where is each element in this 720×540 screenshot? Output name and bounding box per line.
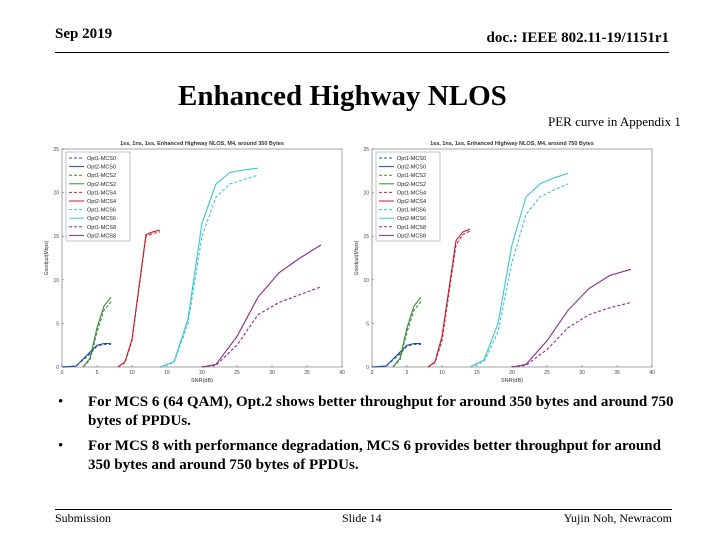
x-tick-label: 5 <box>406 370 409 376</box>
footer-submission: Submission <box>55 511 112 525</box>
series-line-opt2-mcs8 <box>201 244 322 368</box>
series-line-opt1-mcs8 <box>201 286 322 368</box>
x-tick-label: 20 <box>199 370 205 376</box>
legend-label: Opt2-MCS0 <box>397 165 426 171</box>
x-tick-label: 15 <box>474 370 480 376</box>
legend-label: Opt2-MCS2 <box>87 182 116 188</box>
x-tick-label: 10 <box>439 370 445 376</box>
legend-label: Opt1-MCS0 <box>87 156 116 162</box>
x-axis-label: SNR(dB) <box>191 378 213 384</box>
series-line-opt1-mcs2 <box>82 301 112 368</box>
legend-label: Opt2-MCS6 <box>397 216 426 222</box>
chart-title: 1ss, 1ns, 1ss, Enhanced Highway NLOS, M4… <box>430 141 594 147</box>
chart-350-bytes: 1ss, 1ns, 1ss, Enhanced Highway NLOS, M4… <box>42 135 352 385</box>
y-tick-label: 5 <box>366 321 369 327</box>
legend-label: Opt1-MCS6 <box>87 208 116 214</box>
header-doc-id: doc.: IEEE 802.11-19/1151r1 <box>486 30 669 46</box>
series-line-opt2-mcs0 <box>61 342 111 368</box>
x-tick-label: 30 <box>579 370 585 376</box>
legend-label: Opt1-MCS0 <box>397 156 426 162</box>
legend-label: Opt2-MCS4 <box>87 199 116 205</box>
legend-label: Opt1-MCS2 <box>397 173 426 179</box>
legend-label: Opt1-MCS4 <box>397 190 426 196</box>
bullet-item: • For MCS 6 (64 QAM), Opt.2 shows better… <box>58 393 678 431</box>
legend-label: Opt1-MCS6 <box>397 208 426 214</box>
legend-label: Opt2-MCS0 <box>87 165 116 171</box>
bullet-text: For MCS 8 with performance degradation, … <box>88 438 661 473</box>
y-tick-label: 20 <box>53 191 59 197</box>
footer-author: Yujin Noh, Newracom <box>563 511 672 525</box>
x-tick-label: 20 <box>509 370 515 376</box>
x-axis-label: SNR(dB) <box>501 378 523 384</box>
series-line-opt2-mcs4 <box>117 229 161 368</box>
legend-label: Opt1-MCS8 <box>87 225 116 231</box>
appendix-note: PER curve in Appendix 1 <box>548 114 681 129</box>
bullet-text: For MCS 6 (64 QAM), Opt.2 shows better t… <box>88 394 674 429</box>
legend-label: Opt1-MCS4 <box>87 190 116 196</box>
y-axis-label: Goodput(Mbps) <box>44 240 50 275</box>
x-tick-label: 5 <box>96 370 99 376</box>
series-line-opt2-mcs2 <box>82 296 112 368</box>
legend-label: Opt2-MCS6 <box>87 216 116 222</box>
x-tick-label: 25 <box>234 370 240 376</box>
series-line-opt2-mcs6 <box>469 172 569 368</box>
bullet-item: • For MCS 8 with performance degradation… <box>58 437 678 475</box>
legend-label: Opt2-MCS4 <box>397 199 426 205</box>
series-line-opt2-mcs2 <box>392 296 422 368</box>
chart-svg: 1ss, 1ns, 1ss, Enhanced Highway NLOS, M4… <box>42 135 352 385</box>
footer-slide-number: Slide 14 <box>342 511 382 525</box>
x-tick-label: 15 <box>164 370 170 376</box>
series-line-opt1-mcs8 <box>511 301 632 368</box>
y-tick-label: 0 <box>56 365 59 371</box>
y-tick-label: 20 <box>363 191 369 197</box>
series-line-opt2-mcs8 <box>511 268 632 368</box>
chart-svg: 1ss, 1ns, 1ss, Enhanced Highway NLOS, M4… <box>352 135 662 385</box>
x-tick-label: 40 <box>339 370 345 376</box>
series-line-opt1-mcs6 <box>469 183 569 368</box>
chart-750-bytes: 1ss, 1ns, 1ss, Enhanced Highway NLOS, M4… <box>352 135 662 385</box>
slide-title: Enhanced Highway NLOS <box>178 80 507 112</box>
x-tick-label: 25 <box>544 370 550 376</box>
chart-title: 1ss, 1ns, 1ss, Enhanced Highway NLOS, M4… <box>120 141 284 147</box>
x-tick-label: 0 <box>61 370 64 376</box>
series-line-opt2-mcs4 <box>427 228 471 368</box>
x-tick-label: 40 <box>649 370 655 376</box>
y-tick-label: 25 <box>363 147 369 153</box>
header-date: Sep 2019 <box>55 26 113 42</box>
y-tick-label: 10 <box>53 278 59 284</box>
y-tick-label: 0 <box>366 365 369 371</box>
y-tick-label: 10 <box>363 278 369 284</box>
x-tick-label: 35 <box>304 370 310 376</box>
header-rule <box>55 52 669 53</box>
series-line-opt2-mcs0 <box>371 342 421 368</box>
footer-rule <box>55 509 672 510</box>
y-tick-label: 25 <box>53 147 59 153</box>
y-tick-label: 15 <box>363 234 369 240</box>
legend-label: Opt2-MCS2 <box>397 182 426 188</box>
x-tick-label: 35 <box>614 370 620 376</box>
legend-label: Opt1-MCS8 <box>397 225 426 231</box>
bullet-list: • For MCS 6 (64 QAM), Opt.2 shows better… <box>58 393 678 481</box>
legend-box <box>375 151 441 242</box>
series-line-opt2-mcs6 <box>159 167 259 368</box>
x-tick-label: 10 <box>129 370 135 376</box>
bullet-dot: • <box>58 438 64 454</box>
y-tick-label: 5 <box>56 321 59 327</box>
x-tick-label: 30 <box>269 370 275 376</box>
legend-label: Opt1-MCS2 <box>87 173 116 179</box>
legend-label: Opt2-MCS8 <box>397 233 426 239</box>
bullet-dot: • <box>58 394 64 410</box>
legend-label: Opt2-MCS8 <box>87 233 116 239</box>
x-tick-label: 0 <box>371 370 374 376</box>
y-axis-label: Goodput(Mbps) <box>354 240 360 275</box>
series-line-opt1-mcs2 <box>392 301 422 368</box>
y-tick-label: 15 <box>53 234 59 240</box>
